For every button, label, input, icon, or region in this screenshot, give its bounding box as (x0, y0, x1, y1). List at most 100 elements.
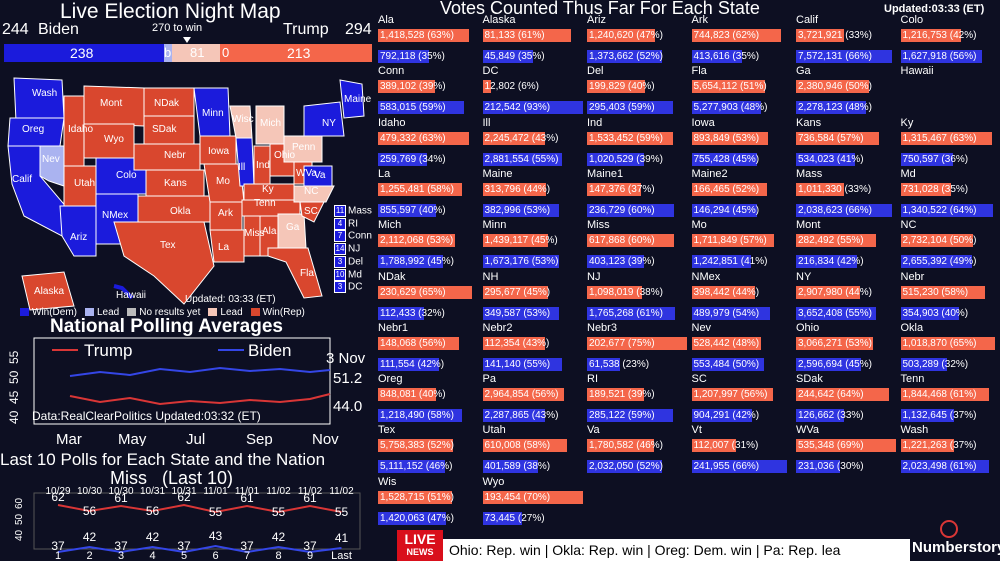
state-cell: Ariz 1,240,620 (47%) 1,373,662 (52%) (585, 14, 690, 66)
rep-vote-bar: 515,230 (58%) (900, 285, 985, 299)
rep-vote-bar: 2,964,854 (56%) (482, 388, 564, 402)
dem-vote-bar: 904,291 (42%) (691, 409, 759, 423)
dem-vote-bar: 112,433 (32%) (378, 306, 445, 320)
rep-vote-text: 1,221,263 (37%) (902, 440, 977, 452)
electoral-bar-dem-value: 238 (70, 45, 94, 61)
dem-vote-fill (796, 409, 844, 423)
dem-vote-text: 2,287,865 (43%) (484, 410, 559, 422)
state-name: Maine1 (587, 167, 624, 180)
legend-no-results: No results yet (127, 307, 200, 318)
dem-vote-bar: 534,023 (41%) (796, 152, 864, 166)
dem-vote-bar: 855,597 (40%) (378, 203, 446, 217)
small-state-row: 10 Md (334, 268, 372, 282)
electoral-bar-mid-a: b (164, 45, 172, 60)
dem-vote-text: 2,655,392 (49%) (902, 256, 977, 268)
state-cell: Tenn 1,844,468 (61%) 1,132,645 (37%) (899, 373, 1000, 425)
dem-vote-bar: 1,627,918 (56%) (900, 50, 982, 63)
rep-vote-bar: 3,066,271 (53%) (796, 336, 873, 350)
state-name: Okla (900, 321, 924, 334)
dem-vote-fill (796, 152, 856, 166)
rep-vote-fill (796, 80, 869, 94)
state-name: Ky (900, 116, 914, 129)
rep-vote-bar: 398,442 (44%) (691, 285, 759, 299)
state-name: Tex (378, 424, 396, 437)
dem-vote-bar: 1,673,176 (53%) (482, 255, 560, 269)
rep-vote-fill (796, 131, 879, 145)
ticker-text: Ohio: Rep. win | Okla: Rep. win | Oreg: … (449, 542, 841, 558)
news-ticker: Ohio: Rep. win | Okla: Rep. win | Oreg: … (397, 539, 910, 561)
dem-vote-bar: 2,596,694 (45%) (796, 357, 872, 371)
dem-vote-bar: 141,140 (55%) (482, 357, 563, 371)
rep-vote-bar: 1,533,452 (59%) (587, 131, 673, 145)
left-panel: Live Election Night Map 244 Biden 270 to… (0, 0, 375, 561)
state-name: Mich (378, 219, 402, 232)
polls-dates: 10/29 10/30 10/30 10/31 10/31 11/01 11/01 11/02… (45, 486, 354, 497)
map-label: Wyo (104, 134, 124, 145)
map-label: Ill (238, 162, 245, 173)
poll-dem-value: 42 (83, 530, 97, 544)
poll-rep-value: 61 (114, 491, 128, 505)
dem-vote-fill (587, 203, 674, 217)
state-cell: Ga 2,380,946 (50%) 2,278,123 (48%) (794, 65, 899, 117)
dem-vote-fill (378, 306, 425, 320)
map-label: SDak (152, 124, 177, 135)
dem-vote-text: 403,123 (39%) (589, 256, 655, 268)
state-cell: Wis 1,528,715 (51%) 1,420,063 (47%) (376, 476, 481, 528)
rep-vote-text: 5,654,112 (51%) (693, 81, 767, 93)
state-cell: Kans 736,584 (57%) 534,023 (41%) (794, 117, 899, 169)
map-label: Tex (160, 240, 176, 251)
rep-vote-text: 1,240,620 (47%) (589, 30, 663, 41)
poll-x-tick: 7 (244, 550, 250, 561)
map-label: Nebr (164, 150, 186, 161)
rep-vote-bar: 535,348 (69%) (796, 439, 896, 453)
dem-vote-bar: 382,996 (53%) (482, 203, 560, 217)
state-name: Ind (587, 116, 603, 129)
map-label: Ind (256, 160, 270, 171)
dem-vote-bar: 259,769 (34%) (378, 152, 446, 166)
dem-vote-bar: 2,881,554 (55%) (482, 152, 563, 166)
dem-vote-bar: 5,277,903 (48%) (691, 101, 767, 115)
dem-vote-fill (691, 460, 788, 474)
dem-vote-text: 1,765,268 (61%) (589, 307, 663, 319)
state-cell: Nev 528,442 (48%) 553,484 (50%) (690, 322, 795, 374)
state-cell: Oreg 848,081 (40%) 1,218,490 (58%) (376, 373, 481, 425)
rep-vote-fill (796, 439, 896, 453)
state-nev (39, 145, 65, 187)
rep-vote-text: 528,442 (48%) (693, 337, 760, 349)
rep-vote-text: 1,098,019 (38%) (589, 286, 663, 298)
polls-series-dem (57, 544, 342, 554)
map-label: Fla (300, 268, 314, 279)
poll-x-tick: 6 (212, 550, 218, 561)
map-label: Kans (164, 178, 187, 189)
latest-trump-value: 44.0 (333, 398, 362, 415)
rep-vote-bar: 731,028 (35%) (900, 182, 968, 196)
dem-vote-text: 259,769 (34%) (380, 153, 446, 165)
map-label: Hawaii (116, 290, 146, 301)
dem-vote-fill (482, 152, 563, 166)
dem-vote-bar: 413,616 (35%) (691, 50, 759, 63)
rep-vote-fill (482, 285, 548, 299)
electoral-bar-rep-value: 213 (287, 45, 311, 61)
state-name: Vt (691, 424, 702, 437)
dem-vote-bar: 1,765,268 (61%) (587, 306, 676, 320)
dem-vote-fill (482, 409, 545, 423)
state-name: Kans (796, 116, 822, 129)
rep-vote-fill (378, 182, 463, 196)
poll-dem-value: 41 (335, 531, 349, 545)
dem-vote-text: 401,589 (38%) (484, 461, 551, 473)
dem-vote-fill (900, 357, 947, 371)
dem-vote-text: 354,903 (40%) (902, 307, 969, 319)
dem-vote-text: 1,373,662 (52%) (589, 51, 663, 62)
map-label: Oreg (22, 124, 44, 135)
map-label: Ga (286, 222, 300, 233)
rep-vote-fill (900, 234, 973, 248)
rep-vote-text: 848,081 (40%) (380, 389, 446, 401)
state-cell: DC 12,802 (6%) 212,542 (93%) (481, 65, 586, 117)
legend-win-dem: Win(Dem) (20, 307, 77, 318)
polls-x-ticks: 1 2 3 4 5 6 7 8 9 Last (55, 550, 352, 561)
rep-vote-bar: 202,677 (75%) (587, 336, 687, 350)
dem-vote-fill (587, 357, 621, 371)
state-cell: Ark 744,823 (62%) 413,616 (35%) (690, 14, 795, 66)
rep-vote-fill (482, 234, 548, 248)
map-label: NY (322, 118, 336, 129)
